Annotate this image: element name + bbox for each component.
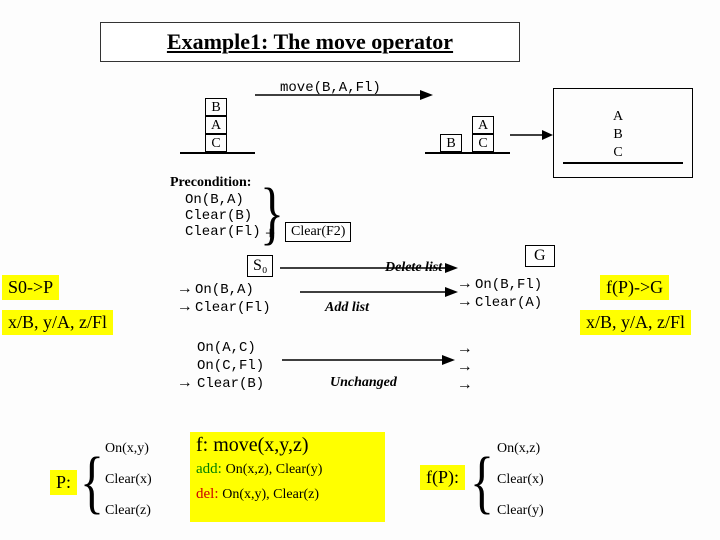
stack2-b: B [440, 134, 462, 152]
fp-cx: Clear(x) [497, 472, 544, 488]
arr-d1: → [460, 275, 470, 293]
arr-u2r: → [460, 358, 470, 376]
g-box: G [525, 245, 555, 267]
stack2-right: A C [472, 116, 494, 152]
stack3-b: B [607, 126, 629, 144]
sub1: x/B, y/A, z/Fl [2, 310, 113, 335]
u2: On(C,Fl) [197, 358, 264, 374]
stack1: B A C [205, 98, 227, 152]
u3: Clear(B) [197, 376, 264, 392]
arr-u1r: → [460, 340, 470, 358]
arr-u3: → [180, 374, 190, 392]
clear-f2: Clear(F2) [285, 222, 351, 242]
f-title: f: move(x,y,z) [196, 434, 379, 457]
unch-label: Unchanged [330, 375, 397, 391]
s0-l2: Clear(Fl) [195, 300, 271, 316]
title-text: Example1: The move operator [167, 29, 453, 54]
f-box: f: move(x,y,z) add: On(x,z), Clear(y) de… [190, 432, 385, 522]
baseline3 [563, 162, 683, 164]
baseline2 [425, 152, 510, 154]
p-on: On(x,y) [105, 441, 149, 457]
precond3: Clear(Fl) [185, 224, 261, 240]
arrow-unch [282, 350, 457, 370]
title-box: Example1: The move operator [100, 22, 520, 62]
fp-to-g: f(P)->G [600, 275, 669, 300]
baseline1 [180, 152, 255, 154]
precond-bracket: } [260, 171, 284, 252]
stack2-c: C [472, 134, 494, 152]
add-label: Add list [325, 300, 369, 316]
stack1-c: C [205, 134, 227, 152]
p-label: P: [50, 470, 77, 495]
arrow1 [255, 85, 435, 105]
s0-to-p: S0->P [2, 275, 59, 300]
f-del: del: On(x,y), Clear(z) [196, 486, 379, 503]
arr-d2: → [460, 293, 470, 311]
sub2: x/B, y/A, z/Fl [580, 310, 691, 335]
arr-s0-2: → [180, 298, 190, 316]
f-del-lbl: del: [196, 486, 219, 502]
stack1-a: A [205, 116, 227, 134]
s0-l1: On(B,A) [195, 282, 254, 298]
arr-u3r: → [460, 376, 470, 394]
p-cz: Clear(z) [105, 503, 151, 519]
stack2-a: A [472, 116, 494, 134]
u1: On(A,C) [197, 340, 256, 356]
stack3-c: C [607, 144, 629, 162]
stack2-left: B [440, 134, 462, 152]
precond2: Clear(B) [185, 208, 252, 224]
arrow-add [300, 282, 460, 302]
p-brace: { [80, 440, 104, 521]
d2: Clear(A) [475, 295, 542, 311]
s0-box: S₀ [247, 255, 273, 277]
fp-label: f(P): [420, 465, 465, 490]
f-add-lbl: add: [196, 461, 222, 477]
f-add-c: On(x,z), Clear(y) [226, 462, 323, 477]
fp-on: On(x,z) [497, 441, 540, 457]
f-del-c: On(x,y), Clear(z) [222, 487, 319, 502]
stack3: A B C [607, 108, 629, 162]
arr-s0-1: → [180, 280, 190, 298]
fp-brace: { [470, 440, 494, 521]
stack3-a: A [607, 108, 629, 126]
fp-cy: Clear(y) [497, 503, 544, 519]
stack1-b: B [205, 98, 227, 116]
p-cx: Clear(x) [105, 472, 152, 488]
arrow-del [280, 258, 460, 278]
arrow-to-stack3 [510, 125, 555, 145]
precond1: On(B,A) [185, 192, 244, 208]
precond-label: Precondition: [170, 175, 251, 191]
f-add: add: On(x,z), Clear(y) [196, 461, 379, 478]
d1: On(B,Fl) [475, 277, 542, 293]
